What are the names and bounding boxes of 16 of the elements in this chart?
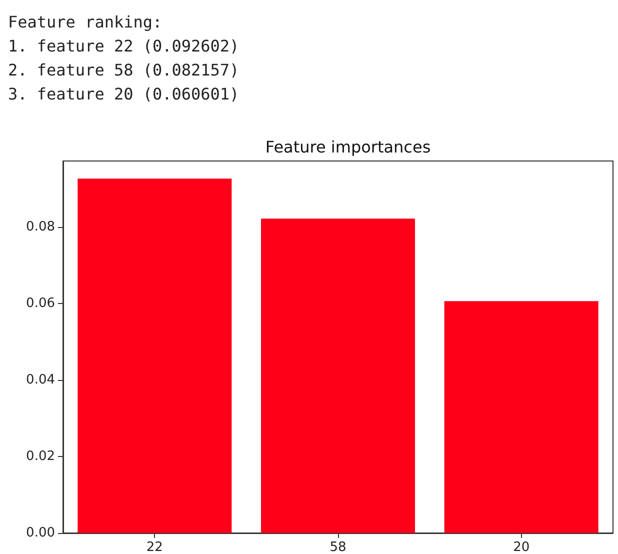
text: 2. feature 58 (0.082157) bbox=[8, 60, 240, 80]
text: 1. feature 22 (0.092602) bbox=[8, 36, 240, 56]
bar bbox=[444, 301, 598, 533]
y-tick-label: 0.00 bbox=[26, 526, 55, 540]
y-tick-label: 0.06 bbox=[26, 296, 55, 311]
bar bbox=[78, 178, 232, 533]
x-tick-label: 20 bbox=[513, 540, 530, 554]
text: Feature ranking: bbox=[8, 12, 162, 32]
bar bbox=[261, 218, 415, 533]
y-tick-label: 0.04 bbox=[26, 372, 55, 388]
text: 3. feature 20 (0.060601) bbox=[8, 84, 240, 104]
chart-title: Feature importances bbox=[265, 138, 431, 156]
y-tick-label: 0.08 bbox=[26, 219, 55, 234]
x-tick-label: 58 bbox=[330, 540, 346, 554]
x-tick-label: 22 bbox=[146, 540, 163, 554]
y-tick-label: 0.02 bbox=[26, 448, 55, 464]
